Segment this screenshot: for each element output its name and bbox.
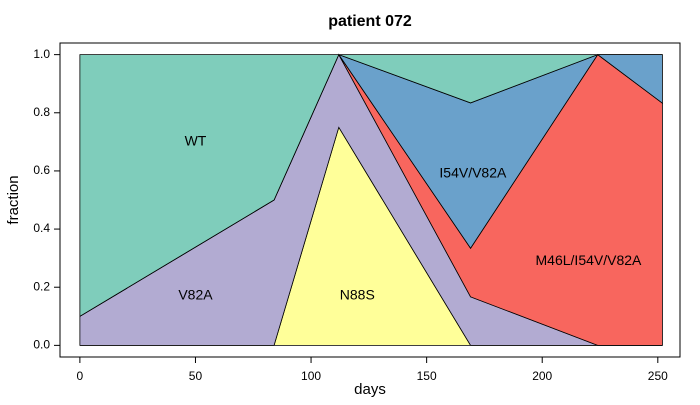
chart-title: patient 072	[328, 13, 412, 30]
x-tick-label: 50	[189, 369, 203, 383]
x-tick-label: 150	[417, 369, 437, 383]
area-label: M46L/I54V/V82A	[536, 252, 643, 268]
y-axis-label: fraction	[5, 175, 22, 224]
y-tick-label: 0.8	[33, 105, 50, 119]
x-axis-label: days	[354, 381, 386, 398]
y-tick-label: 0.4	[33, 221, 50, 235]
area-label: N88S	[340, 287, 375, 303]
area	[79, 54, 663, 318]
area-label: I54V/V82A	[439, 165, 507, 181]
x-tick-label: 250	[648, 369, 668, 383]
x-tick-label: 0	[77, 369, 84, 383]
x-tick-label: 200	[532, 369, 552, 383]
area-label: V82A	[178, 287, 213, 303]
y-tick-label: 0.2	[33, 279, 50, 293]
x-tick-label: 100	[301, 369, 321, 383]
y-tick-label: 0.6	[33, 163, 50, 177]
y-tick-label: 1.0	[33, 47, 50, 61]
area-label: WT	[185, 133, 207, 149]
y-tick-label: 0.0	[33, 338, 50, 352]
